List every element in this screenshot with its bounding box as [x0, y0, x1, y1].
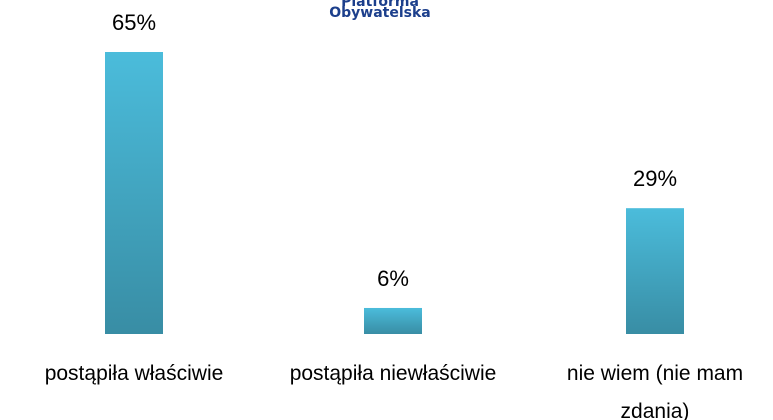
data-label: 65%: [112, 10, 156, 35]
bar: [626, 208, 684, 334]
bar: [105, 52, 163, 334]
x-tick-label: nie wiem (nie mam zdania): [566, 362, 744, 420]
x-tick-label: postąpiła właściwie: [44, 362, 224, 385]
data-label: 6%: [377, 266, 409, 291]
bar: [364, 307, 422, 334]
x-tick-label: postąpiła niewłaściwie: [289, 362, 497, 385]
logo-text: Obywatelska: [329, 5, 431, 21]
data-label: 29%: [633, 166, 677, 191]
logo-text: Platforma: [341, 0, 419, 10]
